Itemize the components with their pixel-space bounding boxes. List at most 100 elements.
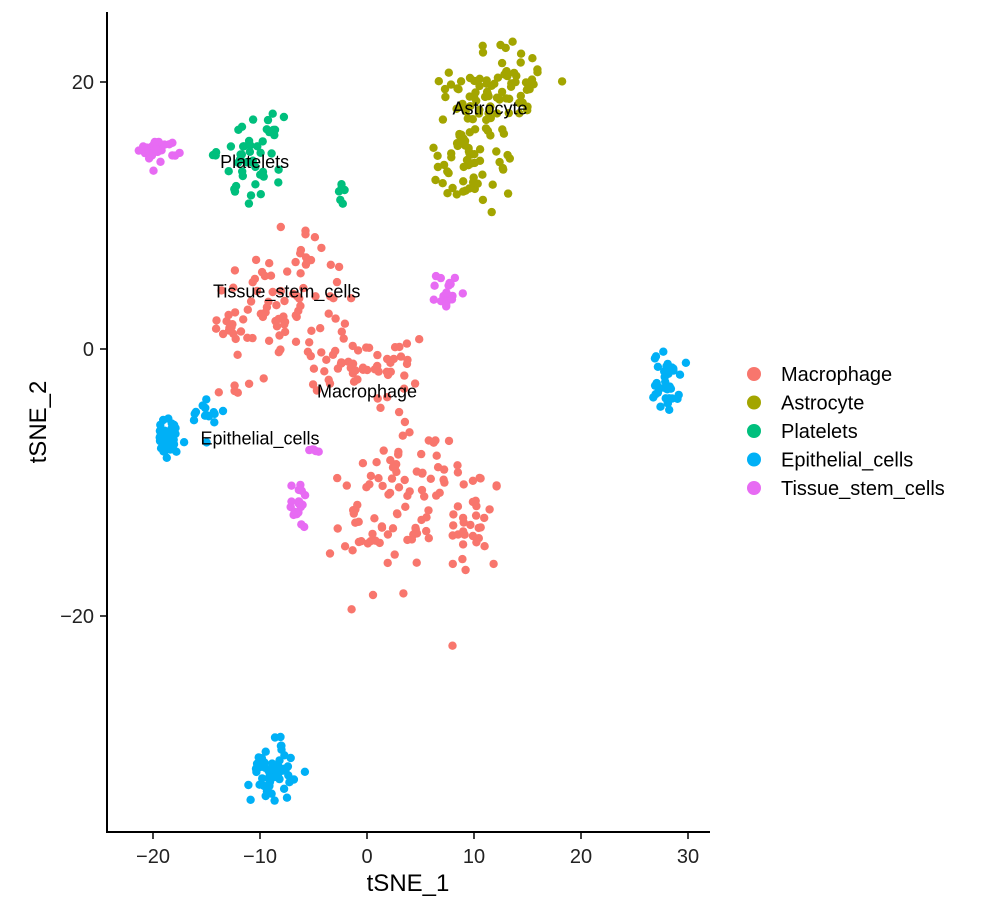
cluster-platelets bbox=[208, 109, 349, 208]
data-point bbox=[409, 530, 418, 539]
data-point bbox=[224, 310, 233, 320]
data-point bbox=[284, 771, 293, 780]
data-point bbox=[259, 172, 268, 181]
legend: Macrophage Astrocyte Platelets Epithelial_c… bbox=[747, 364, 945, 500]
data-point bbox=[368, 590, 378, 600]
data-point bbox=[429, 143, 438, 152]
data-point bbox=[238, 167, 247, 176]
data-point bbox=[347, 605, 356, 614]
data-point bbox=[444, 436, 454, 446]
legend-swatch bbox=[747, 367, 761, 381]
data-point bbox=[503, 71, 512, 81]
data-point bbox=[325, 379, 335, 388]
data-point bbox=[231, 334, 240, 344]
data-point bbox=[509, 68, 519, 78]
data-point bbox=[340, 319, 350, 328]
data-point bbox=[156, 157, 165, 166]
data-point bbox=[270, 796, 279, 805]
axes bbox=[106, 12, 710, 833]
data-point bbox=[245, 147, 255, 156]
data-point bbox=[475, 473, 484, 483]
data-point bbox=[443, 167, 452, 176]
data-point bbox=[224, 167, 233, 176]
data-point bbox=[244, 379, 254, 388]
data-point bbox=[234, 158, 243, 167]
data-point bbox=[160, 140, 169, 149]
data-point bbox=[475, 74, 484, 84]
data-point bbox=[453, 84, 462, 93]
y-tick-label: 20 bbox=[72, 72, 94, 94]
data-point bbox=[485, 505, 494, 514]
data-point bbox=[448, 531, 457, 540]
data-point bbox=[388, 524, 398, 533]
data-point bbox=[280, 296, 289, 306]
data-point bbox=[296, 245, 306, 255]
data-point bbox=[452, 190, 461, 199]
data-point bbox=[656, 402, 665, 411]
data-point bbox=[363, 539, 372, 548]
data-point bbox=[655, 383, 664, 393]
data-point bbox=[258, 774, 267, 783]
data-point bbox=[266, 271, 276, 280]
data-point bbox=[399, 589, 408, 598]
data-point bbox=[471, 496, 480, 505]
data-point bbox=[311, 292, 320, 301]
data-point bbox=[458, 513, 468, 523]
data-point bbox=[490, 79, 499, 89]
data-point bbox=[400, 417, 410, 427]
data-point bbox=[396, 352, 406, 361]
data-point bbox=[417, 469, 427, 478]
legend-item: Astrocyte bbox=[747, 393, 864, 415]
cluster-macrophage bbox=[211, 222, 501, 650]
data-point bbox=[426, 474, 435, 483]
data-point bbox=[470, 125, 480, 134]
data-point bbox=[431, 175, 440, 185]
y-tick-label: 0 bbox=[83, 339, 94, 361]
data-point bbox=[230, 308, 240, 317]
data-point bbox=[667, 394, 677, 403]
data-point bbox=[448, 559, 457, 569]
data-point bbox=[339, 334, 348, 343]
data-point bbox=[478, 195, 488, 205]
data-point bbox=[436, 273, 445, 283]
data-point bbox=[202, 395, 211, 404]
data-point bbox=[453, 468, 463, 477]
data-point bbox=[401, 502, 410, 511]
data-point bbox=[332, 277, 342, 287]
data-point bbox=[468, 115, 477, 124]
data-point bbox=[354, 537, 364, 547]
data-point bbox=[296, 502, 305, 512]
cluster-annotations: Astrocyte Platelets Tissue_stem_cells Macro… bbox=[200, 99, 527, 450]
data-point bbox=[340, 542, 350, 551]
data-point bbox=[272, 301, 281, 310]
data-point bbox=[447, 149, 456, 158]
data-point bbox=[488, 180, 497, 189]
data-point bbox=[312, 386, 322, 395]
data-point bbox=[394, 407, 404, 417]
data-point bbox=[459, 527, 468, 536]
data-point bbox=[675, 370, 685, 379]
data-point bbox=[265, 781, 274, 791]
data-point bbox=[300, 767, 310, 776]
data-point bbox=[458, 540, 468, 549]
data-point bbox=[233, 350, 242, 359]
data-point bbox=[440, 84, 450, 94]
data-point bbox=[405, 428, 414, 437]
data-point bbox=[333, 524, 342, 533]
data-point bbox=[212, 316, 221, 325]
data-point bbox=[274, 178, 283, 187]
data-point bbox=[324, 309, 333, 318]
data-point bbox=[251, 255, 261, 265]
data-point bbox=[403, 491, 412, 500]
data-point bbox=[279, 312, 288, 321]
data-point bbox=[358, 459, 368, 468]
cluster-label: Tissue_stem_cells bbox=[213, 282, 360, 303]
data-point bbox=[320, 367, 329, 376]
data-point bbox=[267, 759, 277, 768]
data-point bbox=[447, 295, 457, 304]
data-point bbox=[258, 137, 267, 146]
y-tick-label: −20 bbox=[60, 606, 94, 628]
data-point bbox=[280, 320, 289, 329]
data-point bbox=[344, 357, 353, 366]
data-point bbox=[262, 303, 272, 312]
